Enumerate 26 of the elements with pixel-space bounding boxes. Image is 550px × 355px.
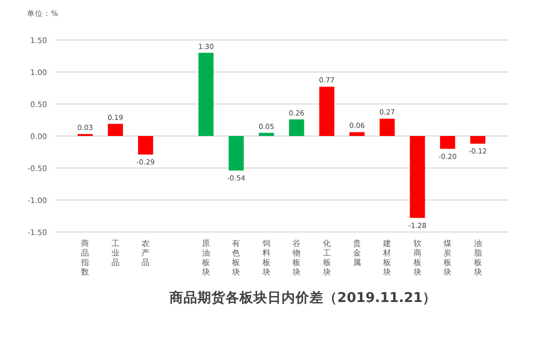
- bar: [349, 132, 365, 136]
- x-tick-label: 商品指数: [80, 239, 90, 276]
- text: 商品期货各板块日内价差（2019.11.21）: [168, 289, 437, 306]
- bar: [108, 124, 123, 136]
- bar: [228, 136, 244, 171]
- x-tick-label: 贵金属: [353, 239, 361, 267]
- bar: [440, 136, 456, 149]
- x-tick-label: 化工板块: [322, 239, 331, 276]
- bar: [198, 52, 214, 136]
- x-tick-label: 油脂板块: [472, 239, 482, 276]
- bar: [138, 136, 154, 155]
- bar: [289, 119, 304, 136]
- x-tick-label: 工业品: [111, 239, 120, 267]
- bar: [410, 136, 425, 218]
- bar: [258, 132, 274, 136]
- x-tick-label: 原油板块: [201, 239, 210, 276]
- x-tick-label: 农产品: [142, 239, 150, 267]
- bar: [470, 136, 486, 144]
- x-tick-label: 软商板块: [412, 239, 422, 276]
- x-tick-label: 煤炭板块: [442, 239, 452, 276]
- x-tick-label: 建材板块: [382, 239, 392, 276]
- x-tick-label: 饲料板块: [261, 239, 270, 276]
- x-tick-label: 有色板块: [231, 239, 240, 276]
- bar: [319, 86, 334, 136]
- x-tick-label: 谷物板块: [292, 239, 301, 276]
- bar: [380, 118, 395, 136]
